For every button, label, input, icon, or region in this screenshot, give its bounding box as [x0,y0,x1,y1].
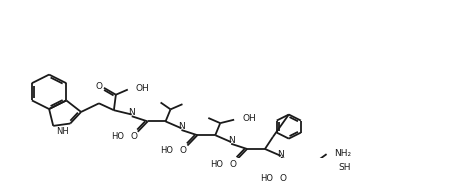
Text: HO: HO [260,174,273,182]
Text: NH: NH [56,126,69,136]
Text: O: O [130,132,137,141]
Text: O: O [279,174,286,182]
Text: O: O [180,146,187,155]
Text: OH: OH [242,114,256,123]
Text: NH₂: NH₂ [334,149,352,158]
Text: O: O [230,160,237,169]
Text: N: N [178,122,185,131]
Text: SH: SH [339,163,351,172]
Text: HO: HO [161,146,173,155]
Text: O: O [96,82,102,91]
Text: N: N [278,150,284,159]
Text: N: N [228,136,234,145]
Text: HO: HO [210,160,223,169]
Text: HO: HO [111,132,124,141]
Text: OH: OH [136,84,150,93]
Text: N: N [128,108,135,117]
